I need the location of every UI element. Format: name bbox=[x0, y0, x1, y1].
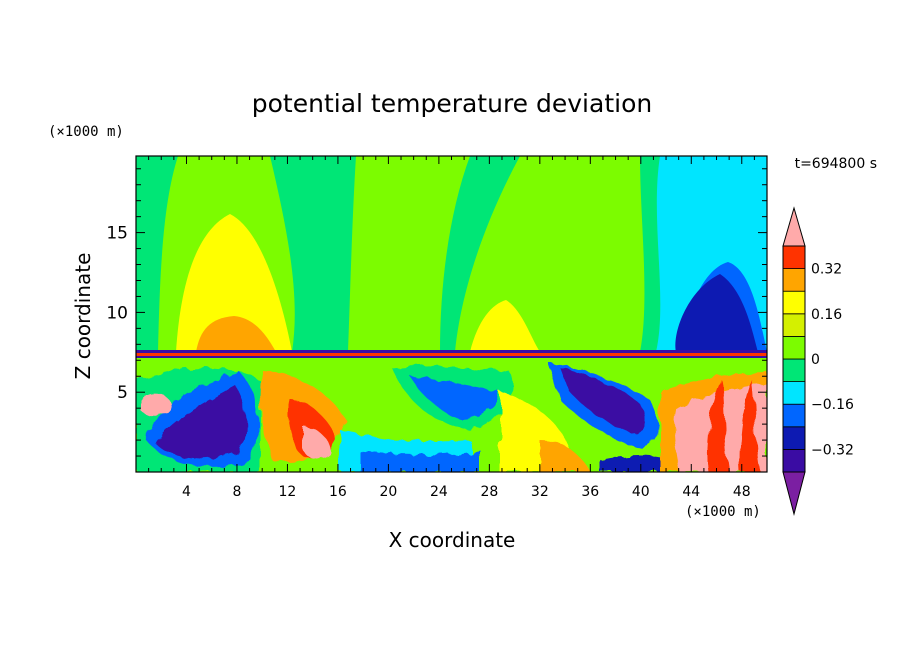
colorbar-swatch bbox=[782, 313, 806, 337]
colorbar-tick-label: 0.32 bbox=[811, 262, 842, 278]
y-tick-label: 15 bbox=[106, 224, 128, 244]
colorbar-swatch bbox=[782, 245, 806, 270]
colorbar-swatch bbox=[782, 381, 806, 405]
chart-title: potential temperature deviation bbox=[252, 89, 652, 118]
x-tick-label: 8 bbox=[232, 484, 241, 500]
colorbar-frame bbox=[782, 245, 806, 473]
x-tick-label: 36 bbox=[581, 484, 599, 500]
colorbar-tick-label: 0 bbox=[811, 352, 820, 368]
y-tick-label: 10 bbox=[106, 303, 128, 323]
colorbar-swatch bbox=[782, 290, 806, 315]
x-tick-label: 12 bbox=[279, 484, 297, 500]
contour-field bbox=[136, 156, 767, 472]
colorbar-tick-label: −0.32 bbox=[811, 442, 854, 458]
colorbar-bottom-arrow bbox=[782, 471, 806, 516]
colorbar-swatch bbox=[782, 268, 806, 292]
x-tick-label: 4 bbox=[182, 484, 191, 500]
x-tick-label: 40 bbox=[632, 484, 650, 500]
colorbar-swatch bbox=[782, 403, 806, 428]
x-axis: 4 8 12 16 20 24 28 32 36 40 44 48 bbox=[148, 156, 755, 500]
z-unit-label: (×1000 m) bbox=[48, 124, 124, 140]
y-axis-label: Z coordinate bbox=[71, 253, 95, 380]
colorbar-tick-label: −0.16 bbox=[811, 397, 854, 413]
x-unit-label: (×1000 m) bbox=[685, 504, 761, 520]
colorbar-swatch bbox=[782, 335, 806, 360]
colorbar-swatch bbox=[782, 448, 806, 473]
y-axis: 5 10 15 bbox=[106, 168, 767, 457]
x-tick-label: 16 bbox=[329, 484, 347, 500]
x-tick-label: 32 bbox=[531, 484, 549, 500]
time-label: t=694800 s bbox=[795, 156, 877, 172]
colorbar-swatch bbox=[782, 426, 806, 450]
x-tick-label: 24 bbox=[430, 484, 448, 500]
x-tick-label: 20 bbox=[379, 484, 397, 500]
x-tick-label: 44 bbox=[682, 484, 700, 500]
colorbar: 0.32 0.16 0 −0.16 −0.32 bbox=[782, 206, 854, 516]
colorbar-top-arrow bbox=[782, 206, 806, 247]
colorbar-swatch bbox=[782, 358, 806, 383]
x-tick-label: 48 bbox=[733, 484, 751, 500]
y-tick-label: 5 bbox=[117, 383, 128, 403]
x-tick-label: 28 bbox=[480, 484, 498, 500]
x-axis-label: X coordinate bbox=[389, 528, 516, 552]
colorbar-tick-label: 0.16 bbox=[811, 307, 842, 323]
